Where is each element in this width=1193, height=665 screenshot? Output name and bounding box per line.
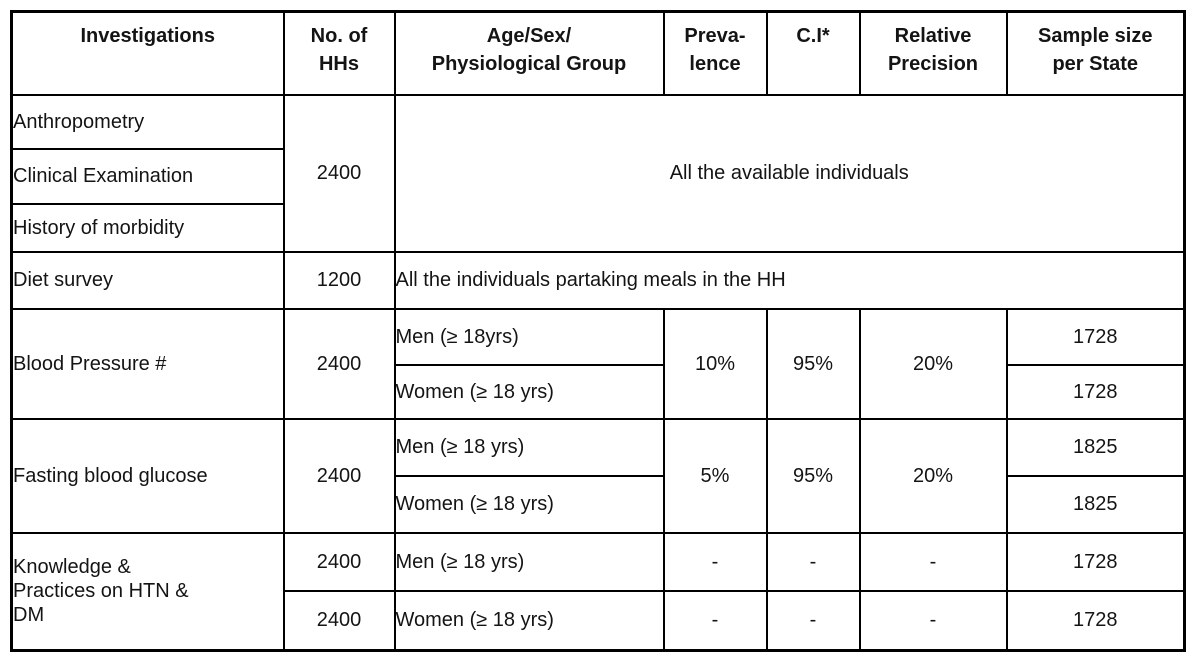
header-sample-size-per-state: Sample size per State — [1005, 10, 1186, 96]
cell-sample-size-fasting-blood-glucose-men: 1825 — [1005, 417, 1186, 477]
header-relative-precision: Relative Precision — [858, 10, 1008, 96]
cell-hhs-fasting-blood-glucose: 2400 — [282, 417, 396, 534]
cell-prevalence-fasting-blood-glucose: 5% — [662, 417, 768, 534]
cell-prevalence-blood-pressure: 10% — [662, 307, 768, 420]
cell-relative-precision-fasting-blood-glucose: 20% — [858, 417, 1008, 534]
header-age-sex-group: Age/Sex/ Physiological Group — [393, 10, 665, 96]
cell-sample-size-knowledge-practices-women: 1728 — [1005, 589, 1186, 652]
survey-sampling-table: Investigations No. of HHs Age/Sex/ Physi… — [10, 10, 1186, 652]
cell-prevalence-knowledge-practices-men: - — [662, 531, 768, 592]
cell-hhs-blood-pressure: 2400 — [282, 307, 396, 420]
cell-sample-size-knowledge-practices-men: 1728 — [1005, 531, 1186, 592]
cell-relative-precision-blood-pressure: 20% — [858, 307, 1008, 420]
cell-group-fasting-blood-glucose-women: Women (≥ 18 yrs) — [393, 474, 665, 534]
cell-ci-fasting-blood-glucose: 95% — [765, 417, 861, 534]
cell-sample-size-blood-pressure-women: 1728 — [1005, 363, 1186, 420]
cell-note-diet-survey: All the individuals partaking meals in t… — [393, 250, 1186, 310]
cell-hhs-knowledge-practices-men: 2400 — [282, 531, 396, 592]
header-no-of-hhs: No. of HHs — [282, 10, 396, 96]
row-clinical-examination: Clinical Examination — [10, 147, 1185, 205]
cell-prevalence-knowledge-practices-women: - — [662, 589, 768, 652]
cell-hhs-group1: 2400 — [282, 93, 396, 253]
survey-sampling-table-container: Investigations No. of HHs Age/Sex/ Physi… — [10, 10, 1186, 652]
cell-investigation-clinical-examination: Clinical Examination — [10, 147, 285, 205]
header-row: Investigations No. of HHs Age/Sex/ Physi… — [10, 10, 1186, 96]
cell-investigation-history-of-morbidity: History of morbidity — [10, 202, 285, 253]
row-blood-pressure-women: Women (≥ 18 yrs) 1728 — [12, 363, 1186, 420]
header-investigations: Investigations — [10, 10, 285, 96]
cell-investigation-knowledge-practices: Knowledge & Practices on HTN & DM — [10, 531, 285, 652]
row-blood-pressure-men: Blood Pressure # 2400 Men (≥ 18yrs) 10% … — [10, 307, 1186, 420]
cell-investigation-anthropometry: Anthropometry — [10, 93, 285, 150]
cell-ci-knowledge-practices-women: - — [765, 589, 861, 652]
row-fasting-blood-glucose-women: Women (≥ 18 yrs) 1825 — [12, 474, 1186, 534]
row-fasting-blood-glucose-men: Fasting blood glucose 2400 Men (≥ 18 yrs… — [10, 417, 1186, 534]
header-prevalence: Preva- lence — [662, 10, 768, 96]
cell-hhs-knowledge-practices-women: 2400 — [282, 589, 396, 652]
cell-group-knowledge-practices-women: Women (≥ 18 yrs) — [393, 589, 665, 652]
cell-investigation-diet-survey: Diet survey — [10, 250, 285, 310]
cell-investigation-blood-pressure: Blood Pressure # — [10, 307, 285, 420]
cell-sample-size-fasting-blood-glucose-women: 1825 — [1005, 474, 1186, 534]
row-knowledge-practices-men: Knowledge & Practices on HTN & DM 2400 M… — [10, 531, 1186, 652]
row-diet-survey: Diet survey 1200 All the individuals par… — [10, 250, 1186, 310]
cell-investigation-fasting-blood-glucose: Fasting blood glucose — [10, 417, 285, 534]
header-ci: C.I* — [765, 10, 861, 96]
cell-ci-knowledge-practices-men: - — [765, 531, 861, 592]
cell-group-fasting-blood-glucose-men: Men (≥ 18 yrs) — [393, 417, 665, 477]
cell-group-blood-pressure-men: Men (≥ 18yrs) — [393, 307, 665, 366]
cell-sample-size-blood-pressure-men: 1728 — [1005, 307, 1186, 366]
cell-relative-precision-knowledge-practices-men: - — [858, 531, 1008, 592]
cell-note-group1: All the available individuals — [393, 93, 1186, 253]
cell-group-blood-pressure-women: Women (≥ 18 yrs) — [393, 363, 665, 420]
row-history-of-morbidity: History of morbidity — [10, 202, 1185, 253]
cell-ci-blood-pressure: 95% — [765, 307, 861, 420]
cell-hhs-diet-survey: 1200 — [282, 250, 396, 310]
row-anthropometry: Anthropometry 2400 All the available ind… — [10, 93, 1186, 253]
cell-relative-precision-knowledge-practices-women: - — [858, 589, 1008, 652]
row-knowledge-practices-women: 2400 Women (≥ 18 yrs) - - - 1728 — [12, 589, 1186, 652]
cell-group-knowledge-practices-men: Men (≥ 18 yrs) — [393, 531, 665, 592]
